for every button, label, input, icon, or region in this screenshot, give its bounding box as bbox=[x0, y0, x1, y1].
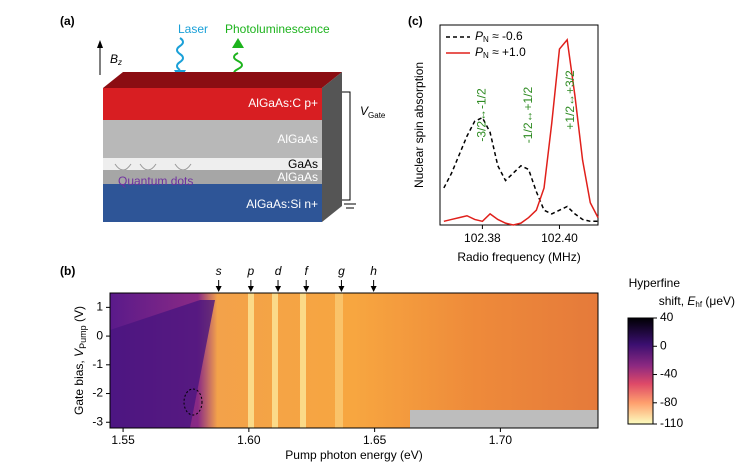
plot-frame bbox=[439, 24, 599, 226]
colorbar-title-unit: (μeV) bbox=[702, 294, 735, 308]
y-tick-label: -3 bbox=[92, 414, 103, 428]
heatmap-stripe bbox=[248, 293, 254, 428]
y-tick-label: -2 bbox=[92, 386, 103, 400]
colorbar-tick-label: -110 bbox=[660, 416, 683, 430]
panel-label: (b) bbox=[60, 264, 75, 278]
layer-label: AlGaAs bbox=[277, 170, 318, 184]
colorbar-title: Hyperfine bbox=[629, 276, 681, 290]
y-axis-label: Nuclear spin absorption bbox=[412, 62, 426, 188]
heatmap-stripe bbox=[335, 293, 343, 428]
layer-label: AlGaAs bbox=[277, 132, 318, 146]
bz-arrowhead bbox=[97, 40, 103, 48]
layer-label: AlGaAs:C p+ bbox=[248, 96, 318, 110]
y-axis-label-text: Gate bias, bbox=[72, 357, 86, 415]
marker-label: s bbox=[216, 264, 222, 278]
legend-symbol: P bbox=[475, 29, 483, 43]
bz-label: Bz bbox=[110, 52, 122, 67]
top-face bbox=[103, 72, 342, 88]
side-face bbox=[322, 72, 342, 222]
heatmap-stripe bbox=[272, 293, 278, 428]
x-tick-label: 102.38 bbox=[464, 231, 501, 245]
x-tick-label: 1.65 bbox=[363, 433, 387, 447]
legend-label: PN ≈ -0.6 bbox=[475, 29, 523, 44]
legend-name: ≈ -0.6 bbox=[489, 29, 523, 43]
colorbar-tick-label: 0 bbox=[660, 338, 667, 352]
panel-a: (a) Bz Laser Photoluminescence AlGaAs:C … bbox=[60, 14, 386, 222]
layer-n bbox=[103, 184, 322, 222]
colorbar bbox=[627, 317, 654, 425]
colorbar-tick-label: -40 bbox=[660, 367, 678, 381]
panel-label: (c) bbox=[408, 14, 423, 28]
y-tick-label: 1 bbox=[96, 300, 103, 314]
x-tick-label: 1.60 bbox=[237, 433, 261, 447]
annotation: +1/2↔+3/2 bbox=[563, 70, 577, 130]
gate-wire bbox=[342, 91, 351, 201]
heatmap bbox=[110, 293, 654, 428]
legend-sub: N bbox=[483, 35, 489, 44]
layer-label: GaAs bbox=[288, 157, 318, 171]
qd-label: Quantum dots bbox=[118, 174, 193, 188]
layer-p bbox=[103, 88, 322, 120]
marker-arrowhead bbox=[275, 286, 282, 292]
layer-algaas-2 bbox=[103, 170, 322, 184]
x-tick-label: 1.70 bbox=[489, 433, 513, 447]
plot-frame bbox=[109, 292, 599, 429]
legend-label: PN ≈ +1.0 bbox=[475, 45, 526, 60]
colorbar-title-sub: hf bbox=[695, 300, 702, 309]
pl-arrow bbox=[232, 38, 244, 48]
y-axis-label-var: V bbox=[72, 348, 86, 357]
series-line bbox=[443, 38, 599, 226]
marker-label: g bbox=[338, 264, 345, 278]
highlight bbox=[183, 388, 203, 416]
annotation: -1/2↔+1/2 bbox=[521, 86, 535, 143]
x-axis-label: Pump photon energy (eV) bbox=[285, 448, 422, 462]
vgate-label: VGate bbox=[360, 104, 386, 120]
colorbar-title: shift, Ehf (μeV) bbox=[659, 294, 735, 309]
y-tick-label: -1 bbox=[92, 357, 103, 371]
x-tick-label: 102.40 bbox=[541, 231, 578, 245]
no-data bbox=[410, 410, 598, 428]
annotation: -3/2↔-1/2 bbox=[475, 88, 489, 142]
heatmap-region bbox=[110, 300, 215, 428]
marker-label: f bbox=[305, 264, 310, 278]
laser-label: Laser bbox=[178, 22, 208, 36]
panel-label: (a) bbox=[60, 14, 75, 28]
marker-arrowhead bbox=[303, 286, 310, 292]
layer-label: AlGaAs:Si n+ bbox=[246, 197, 318, 211]
colorbar-tick-label: -80 bbox=[660, 395, 678, 409]
marker-arrowhead bbox=[370, 286, 377, 292]
pl-label: Photoluminescence bbox=[225, 22, 330, 36]
y-axis-label-unit: (V) bbox=[72, 306, 86, 325]
legend-name: ≈ +1.0 bbox=[489, 45, 526, 59]
colorbar-title-text: shift, bbox=[659, 294, 688, 308]
marker-label: h bbox=[370, 264, 377, 278]
marker-arrowhead bbox=[215, 286, 222, 292]
laser-wave bbox=[176, 37, 184, 71]
colorbar-title-var: E bbox=[687, 294, 696, 308]
legend-symbol: P bbox=[475, 45, 483, 59]
marker-label: d bbox=[275, 264, 282, 278]
y-axis-label: Gate bias, VPump (V) bbox=[72, 306, 88, 415]
series-line bbox=[443, 116, 598, 223]
colorbar-tick-label: 40 bbox=[660, 310, 674, 324]
y-tick-label: 0 bbox=[96, 328, 103, 342]
y-axis-label-sub: Pump bbox=[78, 325, 88, 349]
marker-arrowhead bbox=[338, 286, 345, 292]
marker-label: p bbox=[247, 264, 255, 278]
heatmap-stripe bbox=[300, 293, 306, 428]
x-axis-label: Radio frequency (MHz) bbox=[457, 250, 580, 264]
legend-sub: N bbox=[483, 51, 489, 60]
x-tick-label: 1.55 bbox=[111, 433, 135, 447]
layer-algaas bbox=[103, 120, 322, 158]
layer-gaas bbox=[103, 158, 322, 170]
marker-arrowhead bbox=[247, 286, 254, 292]
